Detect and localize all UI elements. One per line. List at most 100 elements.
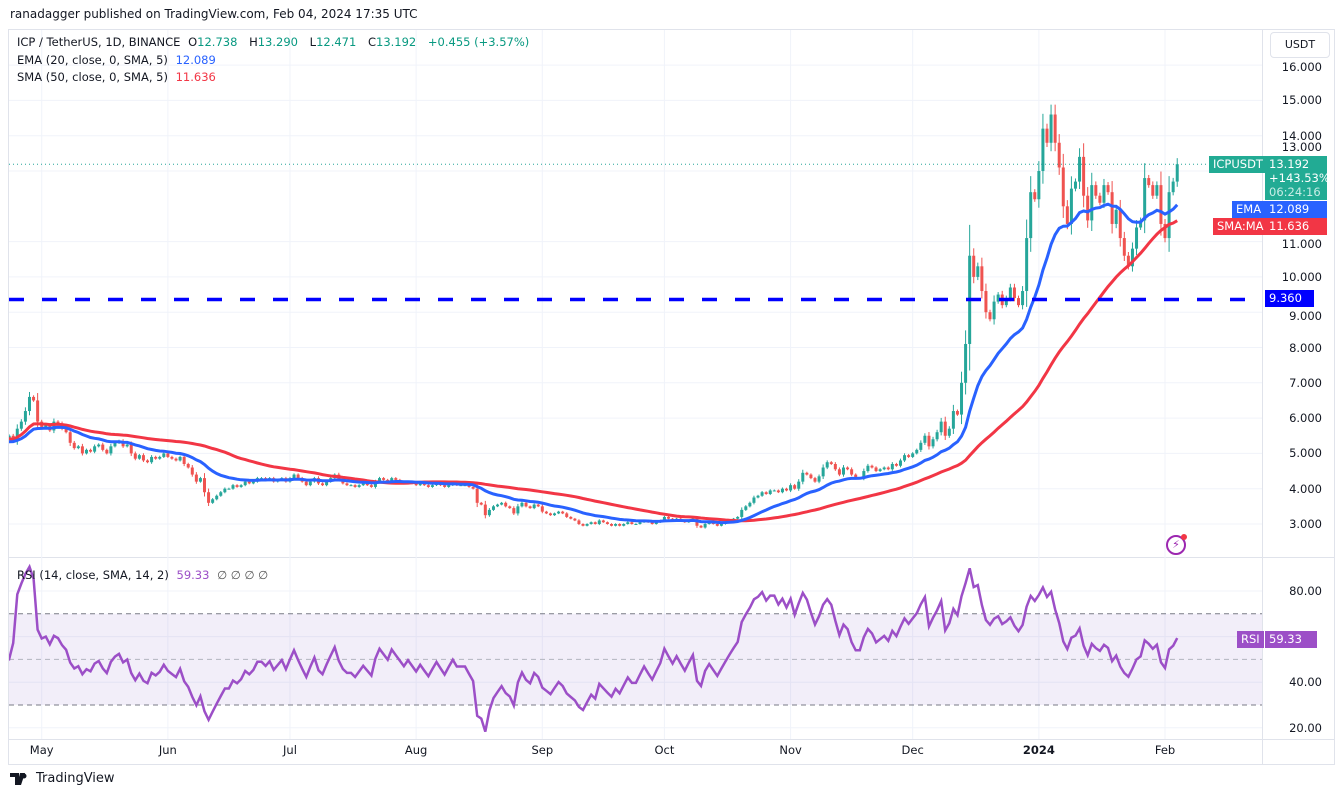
candle-up: [27, 396, 31, 412]
candles: [9, 104, 1179, 529]
candle-up: [93, 446, 97, 452]
candle-down: [190, 467, 194, 475]
candle-up: [797, 481, 801, 489]
candle-down: [174, 458, 178, 461]
candle-up: [740, 509, 744, 517]
candle-down: [1053, 114, 1057, 143]
rsi-value: 59.33: [176, 568, 210, 582]
tradingview-logo[interactable]: TradingView: [10, 771, 115, 786]
price-tick-label: 10.000: [1281, 269, 1322, 284]
price-tag-pct: +143.53%: [1269, 171, 1330, 185]
candle-down: [984, 291, 988, 313]
candle-down: [512, 508, 516, 514]
time-tick-label: 2024: [1022, 743, 1055, 757]
time-tick-label: Aug: [404, 743, 428, 757]
symbol-tag: ICPUSDT: [1209, 156, 1267, 173]
candle-up: [878, 469, 882, 472]
candle-down: [829, 462, 833, 464]
candle-up: [801, 472, 805, 482]
candle-up: [585, 524, 589, 526]
candle-down: [182, 456, 186, 464]
ema-legend[interactable]: EMA (20, close, 0, SMA, 5) 12.089: [17, 53, 220, 67]
price-tag: 13.192 +143.53% 06:24:16: [1265, 156, 1330, 200]
time-tick-label: Oct: [654, 743, 675, 757]
price-tick-label: 5.000: [1289, 446, 1322, 461]
candle-up: [882, 467, 886, 470]
candle-down: [650, 522, 654, 524]
candle-down: [508, 506, 512, 509]
price-tick-label: 13.000: [1281, 140, 1322, 154]
candle-down: [32, 396, 36, 401]
candle-down: [1061, 167, 1065, 207]
candle-up: [198, 478, 202, 482]
candle-up: [150, 456, 154, 463]
candle-down: [528, 506, 532, 509]
candle-down: [715, 524, 719, 526]
candle-up: [158, 456, 162, 459]
close-value: 13.192: [376, 35, 417, 49]
price-tick-label: 8.000: [1289, 340, 1322, 355]
price-tag-countdown: 06:24:16: [1269, 185, 1321, 199]
low-label: L: [309, 35, 317, 49]
candle-up: [825, 462, 829, 468]
candle-up: [44, 425, 48, 427]
candle-up: [996, 294, 1000, 302]
candle-down: [837, 469, 841, 475]
candle-up: [903, 455, 907, 461]
ema-label: EMA (20, close, 0, SMA, 5): [17, 53, 168, 67]
candle-down: [854, 474, 858, 479]
candle-down: [1098, 195, 1102, 203]
currency-button[interactable]: USDT: [1270, 32, 1330, 58]
candle-down: [561, 511, 565, 514]
price-tick-label: 9.000: [1289, 309, 1322, 323]
ema-line: [9, 202, 1179, 525]
candle-down: [907, 455, 911, 457]
candle-down: [630, 522, 634, 524]
candle-down: [105, 449, 109, 454]
tradingview-logo-icon: [10, 772, 27, 785]
candle-up: [1090, 185, 1094, 221]
candle-down: [64, 428, 68, 433]
rsi-legend[interactable]: RSI (14, close, SMA, 14, 2) 59.33 ∅ ∅ ∅ …: [17, 568, 272, 582]
candle-down: [479, 502, 483, 505]
candle-up: [215, 495, 219, 500]
rsi-tick-label: 20.00: [1289, 720, 1322, 735]
candle-down: [813, 478, 817, 482]
candle-up: [626, 522, 630, 524]
candle-down: [1017, 298, 1020, 306]
candle-up: [756, 495, 760, 498]
candle-down: [972, 255, 976, 277]
candle-up: [992, 301, 996, 320]
candle-up: [1004, 298, 1008, 306]
candle-down: [805, 472, 809, 475]
candle-down: [1065, 206, 1069, 224]
time-tick-label: Jun: [158, 743, 177, 757]
sma-legend[interactable]: SMA (50, close, 0, SMA, 5) 11.636: [17, 70, 220, 84]
candle-down: [89, 449, 93, 452]
candle-up: [744, 506, 748, 510]
candle-down: [764, 492, 768, 494]
candle-up: [113, 442, 117, 447]
candle-up: [736, 516, 740, 519]
rsi-tag: RSI: [1237, 631, 1264, 648]
candle-down: [72, 442, 76, 449]
candle-up: [52, 421, 56, 431]
candle-up: [23, 411, 27, 422]
symbol-title[interactable]: ICP / TetherUS, 1D, BINANCE: [17, 35, 181, 49]
candle-down: [247, 481, 251, 484]
candle-up: [919, 442, 923, 450]
rsi-tick-label: 80.00: [1289, 584, 1322, 598]
candle-down: [927, 435, 931, 447]
candle-down: [304, 481, 308, 486]
candle-up: [1029, 192, 1033, 239]
candle-down: [1094, 185, 1098, 196]
candle-down: [166, 453, 170, 457]
lightning-bolt-icon[interactable]: ⚡: [1166, 534, 1187, 555]
candle-down: [618, 524, 622, 526]
candle-up: [862, 471, 866, 479]
price-tick-label: 6.000: [1289, 411, 1322, 426]
candle-up: [719, 524, 723, 526]
candle-up: [1155, 185, 1159, 196]
candle-up: [520, 502, 524, 507]
